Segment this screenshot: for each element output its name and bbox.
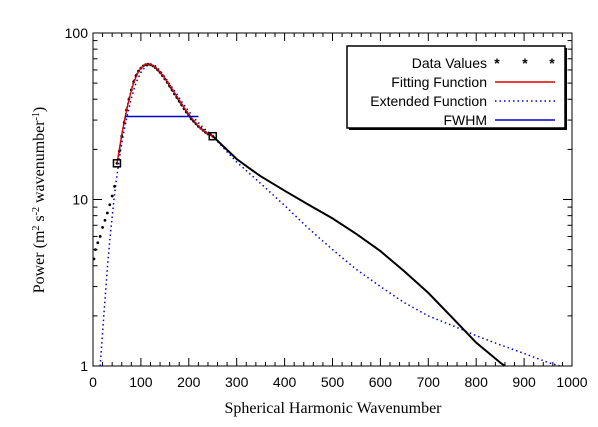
- data-value-point: [101, 225, 104, 229]
- data-value-point: [98, 235, 102, 238]
- data-value-point: [108, 203, 112, 207]
- legend: Data Values * * * Fitting Function Extended F…: [346, 45, 567, 130]
- y-tick-label: 100: [65, 25, 89, 41]
- x-tick-label: 200: [177, 374, 201, 390]
- legend-label: FWHM: [443, 112, 487, 128]
- data-tail-line: [212, 135, 506, 366]
- x-tick-label: 800: [465, 374, 489, 390]
- legend-point-symbol: *: [549, 55, 555, 71]
- x-tick-label: 400: [273, 374, 297, 390]
- legend-label: Fitting Function: [391, 74, 487, 90]
- legend-label: Data Values: [412, 55, 487, 71]
- x-tick-label: 100: [129, 374, 153, 390]
- axes: 0 100 200 300 400 500 600 700 800 900 1000 1 10 100: [65, 25, 588, 390]
- fitting-function-line: [116, 63, 214, 164]
- data-value-point: [96, 241, 100, 245]
- x-tick-label: 300: [225, 374, 249, 390]
- data-value-point: [110, 194, 114, 198]
- data-value-point: [93, 248, 97, 252]
- x-axis-label: Spherical Harmonic Wavenumber: [224, 400, 442, 417]
- data-value-point: [105, 211, 109, 215]
- endpoint-marker: [208, 131, 217, 141]
- legend-point-symbol: *: [494, 55, 500, 71]
- endpoint-marker: [112, 159, 122, 168]
- x-tick-label: 600: [369, 374, 393, 390]
- y-tick-label: 10: [72, 192, 88, 208]
- legend-point-symbol: *: [522, 55, 528, 71]
- data-value-point: [93, 257, 96, 261]
- legend-box: [346, 45, 566, 129]
- legend-label: Extended Function: [370, 93, 487, 109]
- data-value-point: [103, 218, 107, 222]
- x-tick-label: 900: [512, 374, 536, 390]
- x-tick-label: 500: [321, 374, 345, 390]
- extended-function-line: [99, 63, 561, 366]
- x-tick-label: 0: [89, 374, 97, 390]
- data-series: [93, 62, 561, 366]
- x-tick-label: 700: [417, 374, 441, 390]
- y-tick-label: 1: [80, 358, 88, 374]
- data-value-point: [113, 184, 116, 188]
- y-axis-label: Power (m2 s-2 wavenumber-1): [31, 107, 49, 294]
- x-tick-label: 1000: [556, 374, 587, 390]
